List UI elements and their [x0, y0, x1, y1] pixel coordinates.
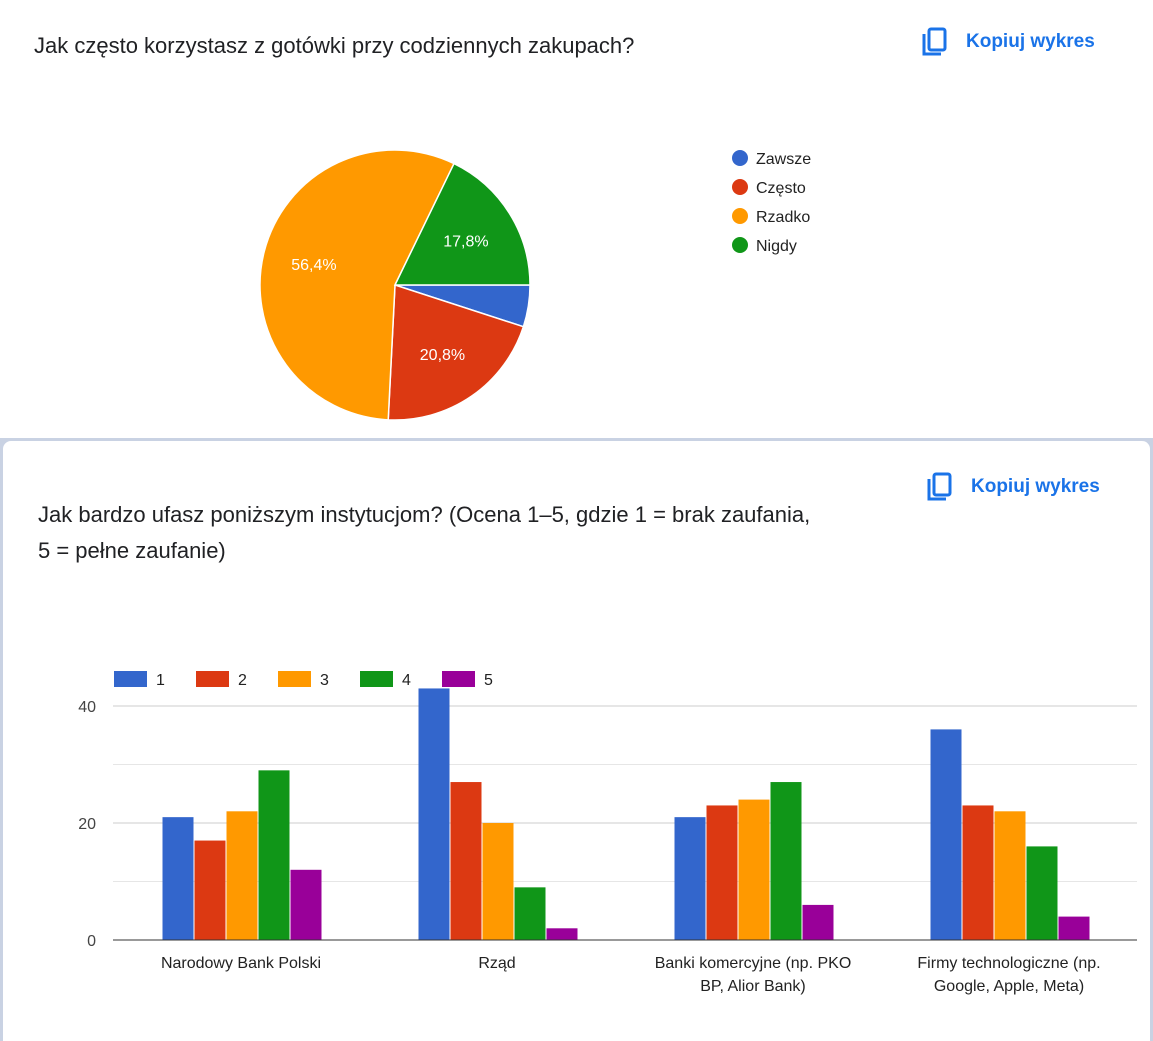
bar-firmy-4	[1026, 846, 1058, 940]
copy-chart-label: Kopiuj wykres	[966, 31, 1095, 52]
y-tick-label: 0	[87, 933, 96, 950]
pie-data-label: 56,4%	[291, 257, 336, 274]
bar-banki-3	[738, 799, 770, 940]
bar-narodowy-1	[162, 817, 194, 940]
bar-narodowy-3	[226, 811, 258, 940]
bar-firmy-5	[1058, 916, 1090, 940]
legend-label: Rzadko	[756, 209, 810, 226]
copy-chart-button[interactable]: Kopiuj wykres	[927, 472, 1100, 502]
bar-rząd-3	[482, 823, 514, 940]
legend-label: Często	[756, 180, 806, 197]
bar-narodowy-5	[290, 869, 322, 940]
copy-icon	[927, 472, 952, 501]
question-title: Jak często korzystasz z gotówki przy cod…	[34, 33, 635, 58]
copy-chart-label: Kopiuj wykres	[971, 476, 1100, 497]
bar-rząd-4	[514, 887, 546, 940]
bar-rząd-1	[418, 688, 450, 940]
legend-label: 5	[484, 672, 493, 689]
legend-label: 1	[156, 672, 165, 689]
bar-banki-1	[674, 817, 706, 940]
bar-narodowy-2	[194, 840, 226, 940]
x-category-label: Banki komercyjne (np. PKO	[655, 955, 852, 972]
bar-rząd-2	[450, 782, 482, 940]
bar-banki-4	[770, 782, 802, 940]
pie-chart: Zawsze 20,8% Często 56,4% Rzadko 17,8% Nigdy	[259, 149, 811, 421]
legend-marker	[732, 237, 748, 253]
bar-banki-2	[706, 805, 738, 940]
bar-rząd-5	[546, 928, 578, 940]
legend-label: 2	[238, 672, 247, 689]
x-category-label: Google, Apple, Meta)	[934, 978, 1084, 995]
x-category-label: BP, Alior Bank)	[700, 978, 806, 995]
bar-narodowy-4	[258, 770, 290, 940]
y-tick-label: 20	[78, 816, 96, 833]
legend-marker	[732, 208, 748, 224]
legend-marker	[278, 671, 311, 687]
bar-firmy-2	[962, 805, 994, 940]
copy-icon	[922, 27, 947, 56]
legend-label: Zawsze	[756, 151, 811, 168]
bar-firmy-3	[994, 811, 1026, 940]
x-category-label: Narodowy Bank Polski	[161, 955, 321, 972]
pie-slice-nigdy	[393, 162, 531, 286]
legend-marker	[732, 150, 748, 166]
pie-data-label: 20,8%	[420, 347, 465, 364]
bar-banki-5	[802, 904, 834, 940]
x-category-label: Rząd	[478, 955, 515, 972]
legend-marker	[360, 671, 393, 687]
y-tick-label: 40	[78, 699, 96, 716]
pie-slice-rzadko	[259, 149, 456, 421]
pie-data-label: 17,8%	[443, 234, 488, 251]
copy-chart-button[interactable]: Kopiuj wykres	[922, 27, 1095, 57]
legend-marker	[442, 671, 475, 687]
legend-marker	[196, 671, 229, 687]
question-title: Jak bardzo ufasz poniższym instytucjom? …	[38, 502, 811, 563]
legend-marker	[732, 179, 748, 195]
legend-label: 3	[320, 672, 329, 689]
pie-slice-często	[387, 283, 525, 421]
legend-label: 4	[402, 672, 411, 689]
legend-label: Nigdy	[756, 238, 797, 255]
x-category-label: Firmy technologiczne (np.	[917, 955, 1100, 972]
legend-marker	[114, 671, 147, 687]
bar-firmy-1	[930, 729, 962, 940]
pie-chart-card: Jak często korzystasz z gotówki przy cod…	[0, 0, 1153, 438]
